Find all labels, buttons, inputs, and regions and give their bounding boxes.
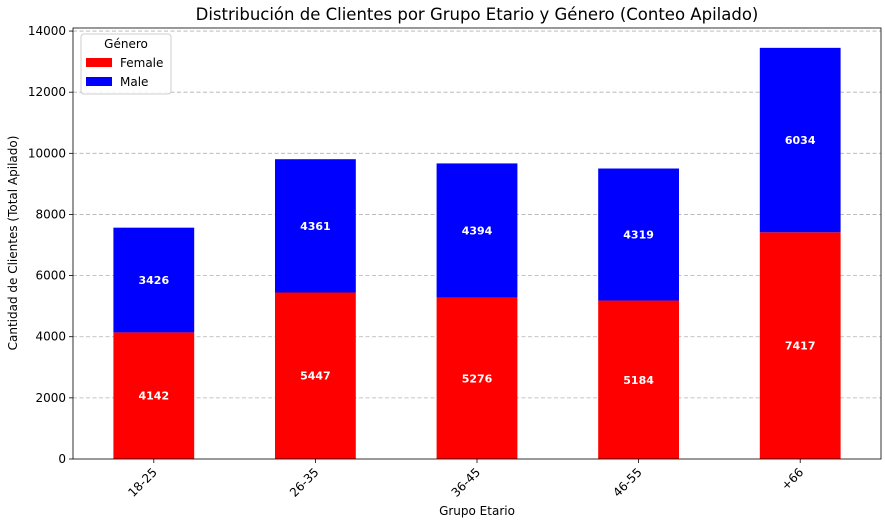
legend: Género Female Male — [80, 33, 172, 95]
y-tick-label: 4000 — [35, 330, 66, 344]
data-label-male: 6034 — [785, 134, 816, 147]
y-tick-label: 12000 — [28, 85, 66, 99]
y-axis-label: Cantidad de Clientes (Total Apilado) — [6, 136, 20, 351]
legend-swatch-male — [86, 77, 112, 86]
chart-title: Distribución de Clientes por Grupo Etari… — [196, 5, 759, 24]
y-tick-label: 6000 — [35, 269, 66, 283]
data-label-male: 4361 — [300, 220, 331, 233]
bar-male-+66 — [759, 47, 841, 233]
bar-female-18-25 — [113, 332, 195, 459]
legend-label-male: Male — [120, 75, 148, 89]
plot-frame — [72, 27, 882, 460]
data-label-male: 4319 — [623, 229, 654, 242]
x-tick-label: 26-35 — [287, 465, 322, 500]
bars-layer — [113, 47, 841, 459]
y-tick-label: 14000 — [28, 24, 66, 38]
data-label-male: 4394 — [462, 225, 493, 238]
data-label-female: 5447 — [300, 370, 331, 383]
bar-male-46-55 — [598, 168, 679, 301]
bar-female-+66 — [759, 232, 841, 459]
bar-male-18-25 — [113, 227, 195, 333]
data-label-female: 5184 — [623, 374, 654, 387]
bar-male-36-45 — [436, 163, 518, 298]
x-tick-label: 46-55 — [610, 465, 645, 500]
y-tick-label: 0 — [58, 452, 66, 466]
x-tick-label: 18-25 — [125, 465, 160, 500]
x-tick-label: +66 — [779, 465, 807, 493]
bar-female-46-55 — [598, 300, 679, 459]
data-labels-layer: 4142 3426 5447 4361 5276 4394 5184 4319 7417 6034 — [138, 134, 815, 403]
legend-label-female: Female — [120, 56, 163, 70]
bar-male-26-35 — [275, 159, 356, 293]
data-label-female: 5276 — [462, 372, 493, 385]
legend-swatch-female — [86, 58, 112, 67]
x-tick-label: 36-45 — [449, 465, 484, 500]
y-tick-label: 10000 — [28, 146, 66, 160]
y-tick-label: 8000 — [35, 207, 66, 221]
data-label-male: 3426 — [138, 274, 169, 287]
data-label-female: 4142 — [138, 390, 169, 403]
y-tick-label: 2000 — [35, 391, 66, 405]
legend-title: Género — [104, 37, 148, 51]
data-label-female: 7417 — [785, 340, 816, 353]
bar-female-26-35 — [275, 292, 356, 459]
x-axis-label: Grupo Etario — [439, 504, 515, 518]
bar-female-36-45 — [436, 297, 518, 459]
